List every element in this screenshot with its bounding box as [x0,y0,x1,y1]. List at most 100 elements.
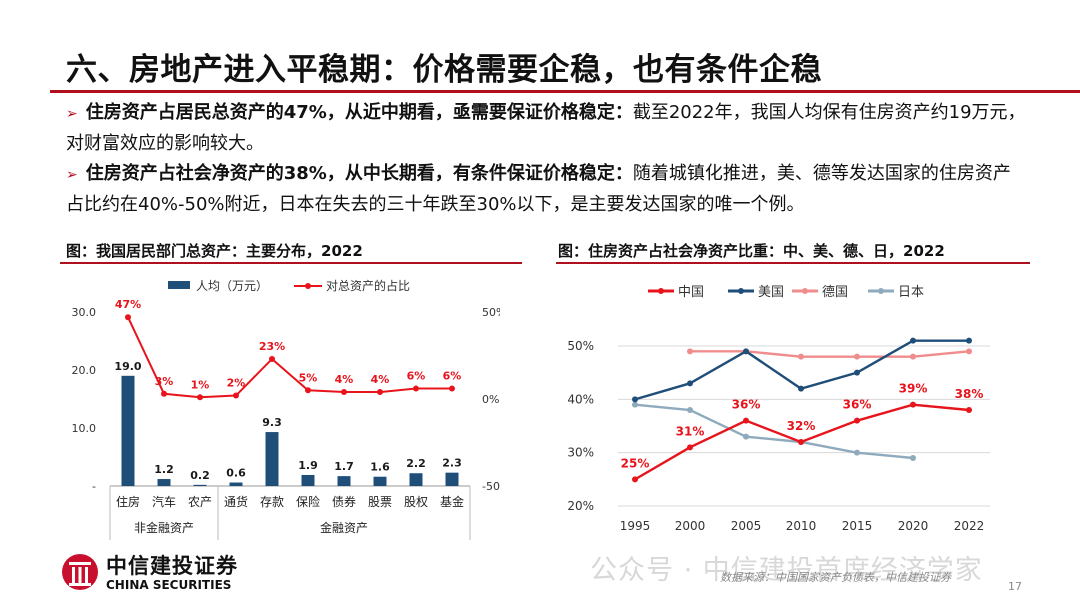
bar-value-label: 0.2 [190,469,210,482]
legend: 人均（万元） 对总资产的占比 [168,278,410,293]
data-label: 38% [955,387,984,401]
series-line [634,403,914,460]
legend: 中国 美国 德国 日本 [648,285,924,300]
data-source: 数据来源：中国国家资产负债表，中信建投证券 [720,571,951,584]
watermark: 公众号 · 中信建投首席经济学家 [590,555,983,586]
bar [409,473,423,486]
company-logo: 中信建投证券 CHINA SECURITIES [60,550,250,596]
left-axis-tick: 20.0 [72,364,97,377]
bar [301,474,315,486]
bar-value-label: 2.2 [406,457,426,470]
bullet-text: 截至2022年，我国人均保有住房资产约19万元，对财富效应的影响较大。 [66,102,1026,154]
share-value-label: 5% [299,371,318,384]
share-value-label: 6% [443,370,462,383]
share-value-label: 1% [191,378,210,391]
x-axis-tick: 2005 [731,519,762,533]
bar-value-label: 2.3 [442,457,462,470]
left-axis-tick: - [92,480,96,493]
left-chart-divider [60,262,522,264]
share-point [449,385,455,392]
left-chart: 人均（万元） 对总资产的占比 - 10.0 20.0 30.0 -50% 0% 50% 19.0 1… [72,278,500,540]
legend-label: 对总资产的占比 [326,278,410,293]
series-point [632,396,638,403]
series-point [966,407,972,413]
x-axis-tick: 2015 [842,519,873,533]
series-line [690,350,970,358]
bar [337,476,351,486]
title-divider [50,90,1080,93]
series-point [966,348,972,355]
right-chart-title: 图：住房资产占社会净资产比重：中、美、德、日，2022 [558,242,945,260]
series-point [798,353,804,360]
bullet-text: 随着城镇化推进，美、德等发达国家的住房资产占比约在40%-50%附近，日本在失去… [66,163,1011,215]
left-axis-tick: 10.0 [72,422,97,435]
data-label: 39% [899,382,928,396]
series-point [854,369,860,376]
x-axis-tick: 2010 [786,519,817,533]
bullet-item: ➢ 住房资产占居民总资产的47%，从近中期看，亟需要保证价格稳定：截至2022年，… [66,98,1026,159]
right-chart-divider [556,262,1030,264]
bar [265,432,279,486]
series-point [798,439,804,445]
category-label: 住房 [116,494,140,509]
legend-label: 美国 [758,285,784,300]
series-point [632,401,638,408]
data-label: 36% [843,398,872,412]
bar-value-label: 9.3 [262,416,282,429]
share-value-label: 6% [407,370,426,383]
x-axis-tick: 2020 [898,519,929,533]
legend-label: 日本 [898,285,924,300]
share-point [197,394,203,401]
series-point [687,407,693,413]
legend-line-marker [878,288,884,294]
x-axis-tick: 2022 [954,519,985,533]
series-point [910,401,916,408]
legend-line-marker [658,288,664,294]
series-point [854,417,860,424]
share-point [269,355,275,362]
series-point [687,348,693,355]
bar-value-label: 1.2 [154,463,174,476]
bar-value-label: 0.6 [226,467,246,480]
series-point [854,449,860,456]
y-axis-tick: 40% [567,392,594,406]
bullet-list: ➢ 住房资产占居民总资产的47%，从近中期看，亟需要保证价格稳定：截至2022年，… [66,98,1026,220]
page-title: 六、房地产进入平稳期：价格需要企稳，也有条件企稳 [66,52,822,88]
logo-english-text: CHINA SECURITIES [106,578,232,592]
data-label: 31% [676,424,705,438]
category-label: 基金 [440,494,464,509]
logo-chinese-text: 中信建投证券 [106,554,238,578]
bar [229,482,243,486]
legend-label: 人均（万元） [196,279,268,293]
share-point [125,314,131,321]
category-label: 汽车 [152,494,176,509]
data-label: 32% [787,419,816,433]
share-point [233,392,239,399]
bullet-item: ➢ 住房资产占社会净资产的38%，从中长期看，有条件保证价格稳定：随着城镇化推进，… [66,159,1026,220]
series-point [966,337,972,344]
bullet-bold: 住房资产占社会净资产的38%，从中长期看，有条件保证价格稳定： [85,163,633,184]
series-point [632,476,638,483]
right-axis-tick: -50% [482,480,500,493]
right-axis-tick: 50% [482,306,500,319]
data-label: 25% [621,456,650,470]
share-point [161,390,167,397]
series-point [743,417,749,424]
bar-value-label: 1.6 [370,461,390,474]
bar-value-label: 1.7 [334,460,354,473]
series-point [743,348,749,355]
bar-value-label: 1.9 [298,459,318,472]
series-point [687,444,693,451]
bar [373,476,387,486]
right-axis-tick: 0% [482,393,499,406]
legend-line-marker [305,283,311,289]
share-value-label: 47% [115,298,141,311]
legend-label: 德国 [822,285,848,300]
share-value-label: 3% [155,375,174,388]
category-label: 保险 [296,494,320,509]
category-label: 债券 [332,494,356,509]
share-value-label: 4% [335,373,354,386]
y-axis-tick: 20% [567,499,594,513]
legend-bar-swatch [168,281,190,289]
arrow-bullet-icon: ➢ [66,167,78,183]
